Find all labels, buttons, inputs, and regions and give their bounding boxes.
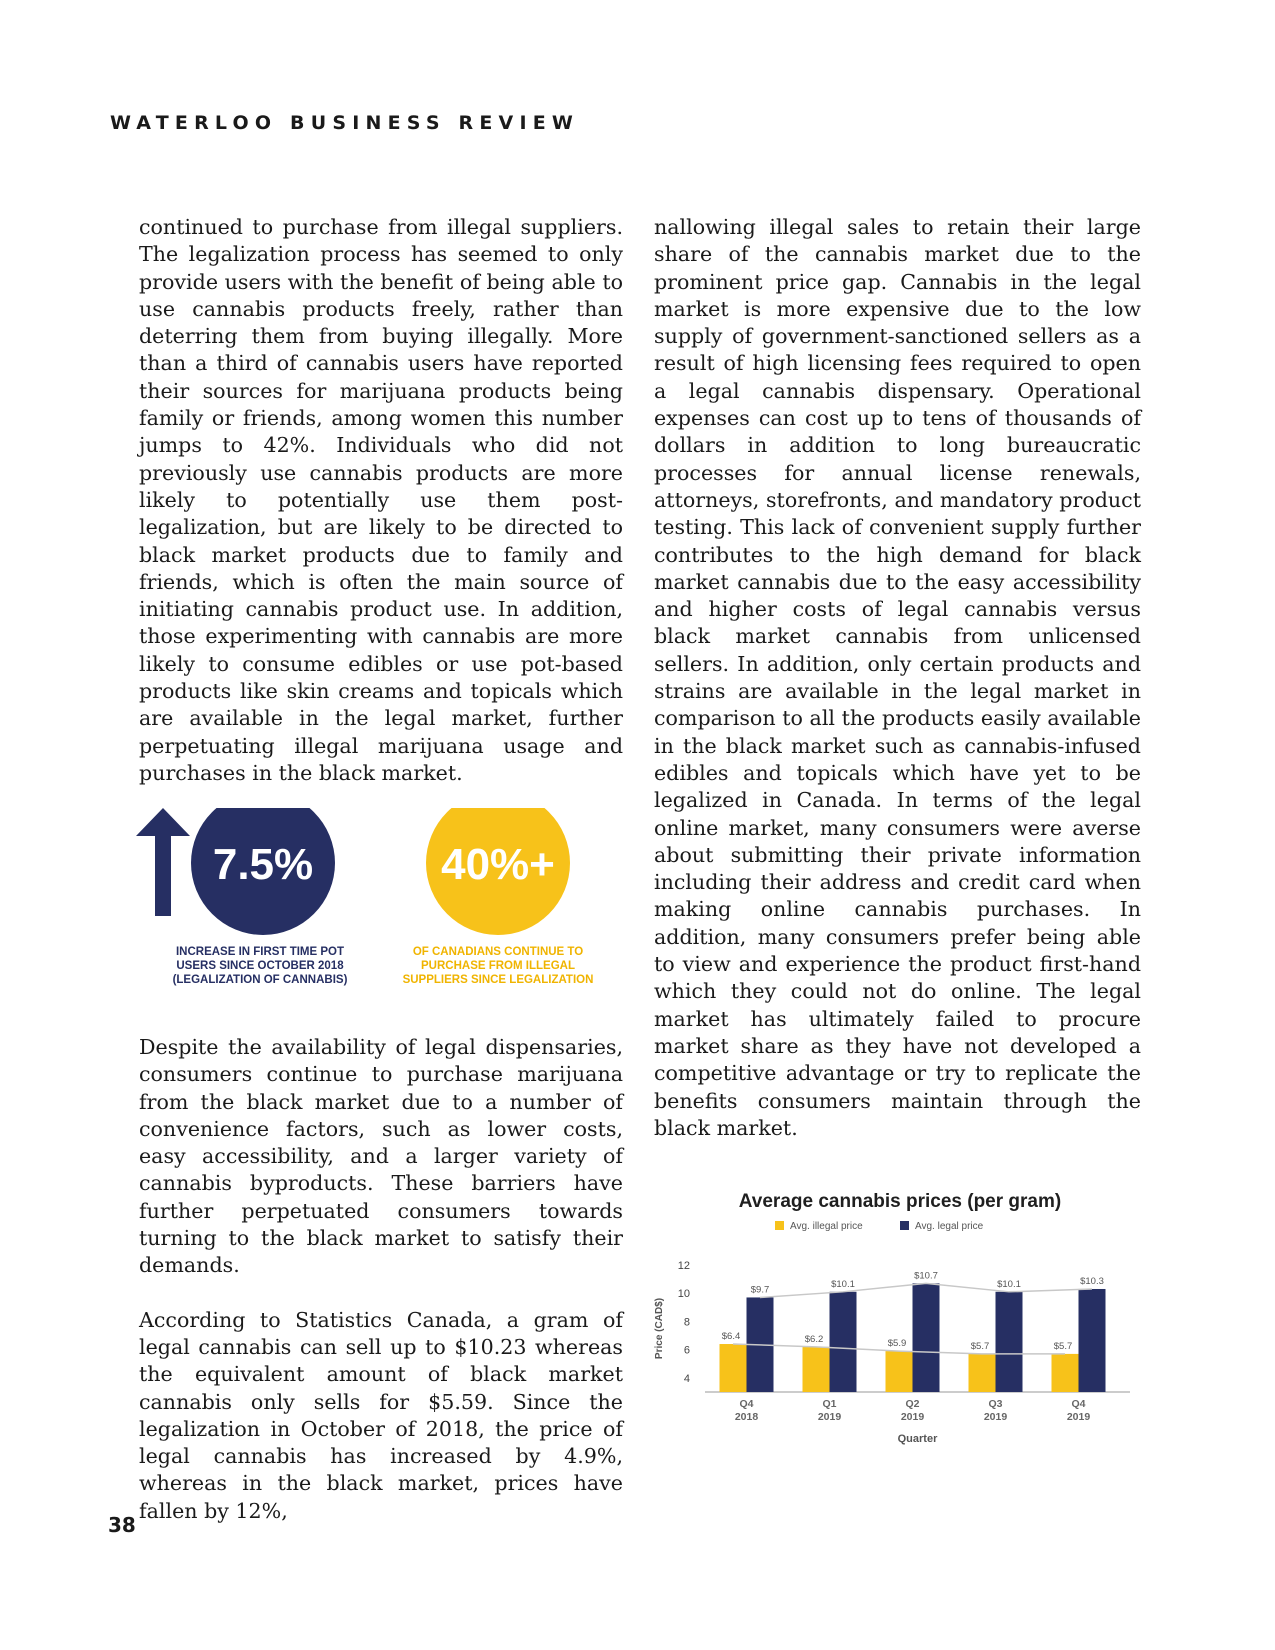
paragraph: According to Statistics Canada, a gram o… — [139, 1307, 623, 1523]
x-tick-label: Q4 — [739, 1398, 753, 1410]
bar-legal — [912, 1283, 940, 1392]
x-tick-label: Q1 — [822, 1398, 836, 1410]
bar-value-label: $10.7 — [914, 1270, 938, 1281]
legend-label: Avg. illegal price — [790, 1221, 863, 1232]
price-bar-chart: Average cannabis prices (per gram) Avg. i… — [654, 1191, 1130, 1445]
stat-caption-line: SUPPLIERS SINCE LEGALIZATION — [403, 974, 594, 986]
legend-swatch — [900, 1221, 909, 1230]
stats-infographic: 7.5% 40%+ INCREASE IN FIRST TIME POT USER… — [136, 808, 594, 986]
x-tick-label: 2019 — [818, 1411, 842, 1423]
bar-legal — [829, 1291, 857, 1392]
paragraph: Despite the availability of legal dispen… — [139, 1035, 623, 1278]
y-tick-label: 8 — [684, 1316, 690, 1328]
bar-illegal — [719, 1344, 747, 1392]
y-tick-label: 4 — [684, 1373, 690, 1385]
bar-value-label: $5.9 — [888, 1338, 907, 1349]
stat-caption-line: INCREASE IN FIRST TIME POT — [176, 946, 344, 958]
stat-circle-navy — [191, 808, 335, 935]
paragraph: nallowing illegal sales to retain their … — [654, 215, 1141, 1140]
stat-caption-line: OF CANADIANS CONTINUE TO — [413, 946, 583, 958]
stat-circle-yellow — [426, 808, 570, 935]
page-number: 38 — [108, 1513, 136, 1537]
bar-value-label: $10.3 — [1080, 1276, 1104, 1287]
left-column-bottom-text: Despite the availability of legal dispen… — [139, 1034, 623, 1525]
stat-value-2: 40%+ — [441, 840, 555, 889]
stat-caption-line: PURCHASE FROM ILLEGAL — [421, 960, 575, 972]
right-column-text: nallowing illegal sales to retain their … — [654, 214, 1141, 1142]
up-arrow-icon — [136, 808, 190, 916]
x-tick-label: 2018 — [735, 1411, 759, 1423]
bar-value-label: $5.7 — [1054, 1341, 1073, 1352]
y-tick-label: 10 — [678, 1288, 690, 1300]
bar-value-label: $9.7 — [751, 1284, 770, 1295]
bar-illegal — [1051, 1353, 1079, 1392]
stat-caption-line: (LEGALIZATION OF CANNABIS) — [173, 974, 348, 986]
left-column-top-text: continued to purchase from illegal suppl… — [139, 214, 623, 787]
x-tick-label: Q2 — [905, 1398, 919, 1410]
x-tick-label: 2019 — [1067, 1411, 1091, 1423]
stat-caption-2: OF CANADIANS CONTINUE TO PURCHASE FROM IL… — [403, 946, 594, 986]
x-tick-label: Q4 — [1071, 1398, 1085, 1410]
bar-value-label: $10.1 — [997, 1279, 1021, 1290]
bar-value-label: $6.4 — [722, 1331, 741, 1342]
legend-swatch — [775, 1221, 784, 1230]
bar-illegal — [885, 1351, 913, 1392]
stat-caption-1: INCREASE IN FIRST TIME POT USERS SINCE OC… — [173, 946, 348, 986]
trend-line-illegal — [732, 1343, 1065, 1355]
x-axis-label: Quarter — [898, 1433, 938, 1445]
bar-legal — [995, 1291, 1023, 1392]
stat-value-1: 7.5% — [213, 840, 313, 889]
y-tick-label: 12 — [678, 1260, 690, 1272]
x-tick-label: 2019 — [901, 1411, 925, 1423]
bar-illegal — [968, 1353, 996, 1392]
y-axis-label: Price (CAD$) — [654, 1298, 665, 1359]
bar-value-label: $10.1 — [831, 1279, 855, 1290]
bar-value-label: $6.2 — [805, 1334, 824, 1345]
stat-caption-line: USERS SINCE OCTOBER 2018 — [176, 960, 344, 972]
x-tick-label: 2019 — [984, 1411, 1008, 1423]
trend-line-legal — [759, 1282, 1093, 1299]
chart-title: Average cannabis prices (per gram) — [739, 1191, 1061, 1212]
legend-label: Avg. legal price — [915, 1221, 984, 1232]
y-tick-label: 6 — [684, 1345, 690, 1357]
paragraph: continued to purchase from illegal suppl… — [139, 215, 623, 785]
x-tick-label: Q3 — [988, 1398, 1002, 1410]
bar-legal — [1078, 1288, 1106, 1392]
publication-header: WATERLOO BUSINESS REVIEW — [110, 112, 580, 134]
bar-value-label: $5.7 — [971, 1341, 990, 1352]
bar-illegal — [802, 1346, 830, 1392]
